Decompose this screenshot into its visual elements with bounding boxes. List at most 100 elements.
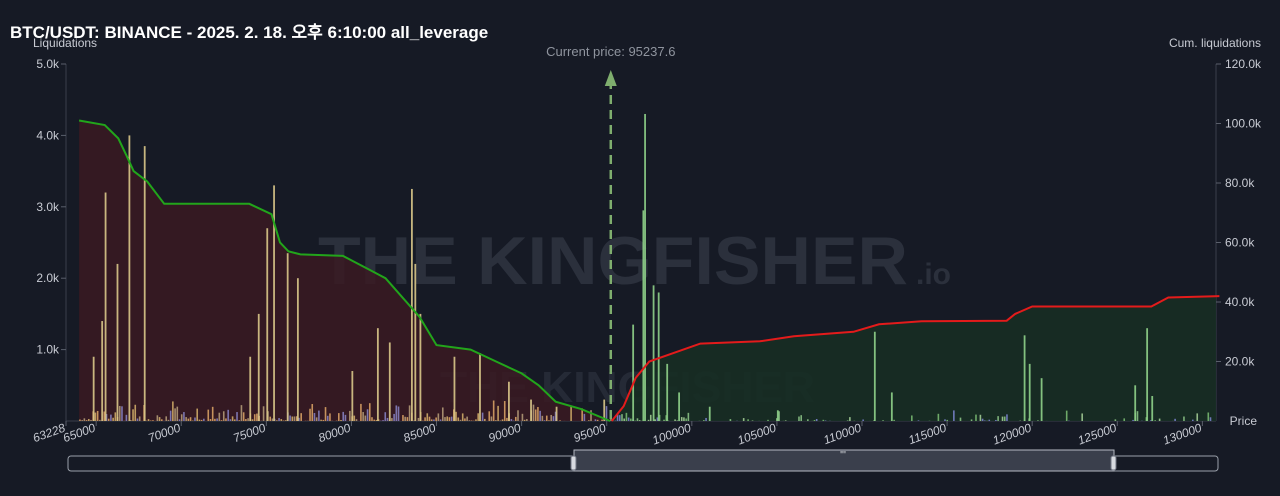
liquidation-bar	[638, 420, 641, 421]
liquidation-bar	[1040, 378, 1043, 421]
liquidation-bar	[284, 420, 287, 421]
liquidation-bar	[468, 420, 471, 421]
liquidation-bar	[229, 419, 232, 421]
liquidation-bar	[603, 399, 606, 421]
liquidation-bar	[278, 418, 280, 421]
liquidation-bar	[979, 414, 982, 421]
right-tick-label: 20.0k	[1225, 355, 1255, 369]
liquidation-bar	[552, 416, 555, 421]
liquidation-bar	[683, 417, 685, 421]
liquidation-bar	[324, 407, 327, 421]
liquidation-bar	[388, 342, 391, 421]
liquidation-bar	[85, 420, 88, 421]
navigator-right-handle[interactable]	[1110, 455, 1117, 471]
liquidation-bar	[110, 414, 112, 421]
liquidation-bar	[96, 410, 99, 421]
liquidation-bar	[523, 419, 526, 421]
liquidation-bar	[1136, 411, 1139, 421]
liquidation-bar	[112, 417, 114, 421]
liquidation-bar	[1065, 410, 1068, 421]
liquidation-bar	[116, 263, 119, 421]
right-axis-label: Cum. liquidations	[1169, 36, 1261, 50]
liquidation-bar	[169, 410, 172, 421]
navigator-grip-icon[interactable]: '''	[840, 450, 846, 461]
liquidation-bar	[1028, 363, 1031, 421]
liquidation-bar	[318, 410, 320, 421]
liquidation-bar	[729, 419, 732, 421]
cum-long-liquidation-line	[78, 119, 611, 422]
liquidation-bar	[87, 418, 90, 421]
liquidation-bar	[136, 418, 139, 421]
liquidation-bar	[601, 419, 603, 421]
liquidation-bar	[402, 415, 404, 421]
x-tick-label: 75000	[231, 421, 267, 446]
liquidation-bar	[1023, 335, 1026, 421]
liquidation-bar	[360, 403, 362, 421]
liquidation-bar	[386, 417, 389, 421]
x-tick-label: 120000	[991, 421, 1034, 448]
liquidation-bar	[554, 411, 557, 421]
liquidation-bar	[375, 419, 378, 421]
x-tick-label: 105000	[736, 421, 779, 448]
liquidation-bar	[322, 419, 325, 421]
liquidation-bar	[815, 418, 818, 421]
liquidation-bar	[497, 405, 499, 421]
left-tick-label: 4.0k	[36, 128, 60, 142]
liquidation-bar	[231, 416, 234, 421]
liquidation-bar	[1158, 418, 1161, 421]
liquidation-bar	[548, 420, 550, 421]
liquidation-bar	[395, 405, 398, 421]
liquidation-bar	[937, 413, 940, 421]
liquidation-bar	[665, 415, 668, 421]
liquidation-bar	[174, 408, 176, 421]
liquidation-bar	[152, 420, 154, 421]
liquidation-bar	[849, 417, 851, 421]
liquidation-bar	[596, 419, 599, 421]
liquidation-bar	[893, 419, 895, 421]
liquidation-bar	[92, 356, 95, 421]
liquidation-bar	[269, 416, 272, 421]
liquidation-bar	[118, 405, 121, 421]
liquidation-bar	[534, 409, 537, 421]
liquidation-bar	[103, 411, 106, 421]
liquidation-bar	[543, 420, 546, 421]
liquidation-bar	[209, 419, 212, 421]
liquidation-bar	[526, 419, 528, 421]
liquidation-bar	[160, 419, 163, 421]
liquidation-bar	[134, 404, 137, 421]
liquidation-bar	[590, 410, 592, 421]
liquidation-bar	[1174, 418, 1176, 421]
liquidation-bar	[495, 420, 497, 421]
liquidation-bar	[1196, 413, 1199, 421]
left-tick-label: 2.0k	[36, 271, 60, 285]
liquidation-bar	[342, 411, 345, 421]
liquidation-bar	[674, 419, 676, 421]
liquidation-bar	[644, 113, 646, 421]
liquidation-bar	[143, 146, 146, 422]
liquidation-bar	[658, 414, 661, 421]
liquidation-bar	[393, 413, 395, 421]
liquidation-bar	[1081, 413, 1083, 421]
liquidation-bar	[450, 416, 453, 421]
liquidation-bar	[466, 416, 468, 421]
liquidation-bar	[446, 416, 449, 421]
liquidation-bar	[676, 420, 679, 421]
liquidation-bar	[185, 417, 187, 421]
liquidation-bar	[616, 413, 619, 421]
liquidation-bar	[404, 416, 406, 421]
liquidation-bar	[242, 412, 245, 421]
liquidation-bar	[130, 420, 132, 421]
long-liquidation-area	[79, 120, 611, 421]
liquidation-bar	[384, 412, 387, 421]
x-tick-label: 90000	[487, 421, 523, 446]
liquidation-bar	[271, 418, 274, 421]
navigator-left-handle[interactable]	[570, 455, 577, 471]
liquidation-bar	[105, 414, 108, 421]
liquidation-bar	[517, 410, 519, 421]
liquidation-bar	[406, 417, 409, 421]
liquidation-bar	[663, 419, 665, 421]
liquidation-bar	[813, 420, 816, 421]
liquidation-bar	[439, 419, 442, 421]
liquidation-bar	[570, 405, 572, 421]
liquidation-bar	[508, 381, 510, 421]
